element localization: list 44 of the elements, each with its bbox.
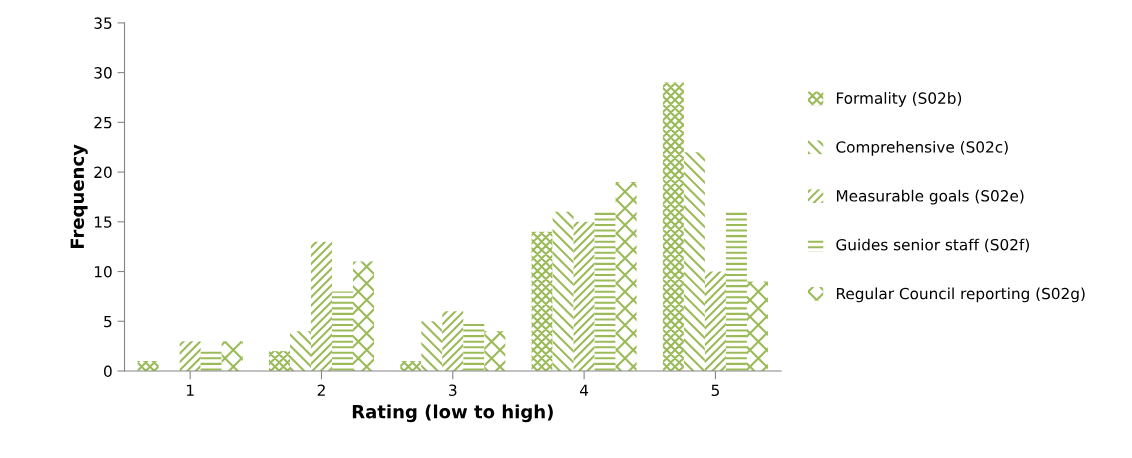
bar	[331, 291, 353, 371]
y-tick-label: 10	[94, 265, 112, 278]
bar	[615, 182, 637, 371]
y-tick-label: 15	[94, 216, 112, 228]
y-tick-label: 0	[104, 365, 112, 377]
y-tick-label: 20	[94, 166, 112, 179]
bar	[310, 241, 332, 371]
bar	[400, 361, 422, 371]
bar	[683, 152, 705, 371]
bar	[353, 261, 375, 371]
bar	[463, 321, 485, 371]
legend-label: Comprehensive (S02c)	[836, 140, 1008, 156]
bar	[531, 231, 553, 371]
bar	[552, 211, 574, 371]
legend-label: Measurable goals (S02e)	[836, 189, 1024, 205]
bar	[421, 321, 443, 371]
x-axis-title: Rating (low to high)	[352, 404, 553, 423]
bar	[704, 271, 726, 371]
legend-label: Guides senior staff (S02f)	[836, 238, 1029, 253]
bar	[221, 341, 243, 371]
x-tick-label: 5	[711, 384, 719, 396]
x-tick-label: 3	[449, 384, 457, 396]
bar	[200, 351, 222, 371]
bar	[289, 331, 311, 371]
bar	[268, 351, 290, 371]
bar	[484, 331, 506, 371]
bar	[137, 361, 159, 371]
y-axis-title: Frequency	[70, 144, 88, 249]
bar	[442, 311, 464, 371]
bar	[179, 341, 201, 371]
legend-label: Formality (S02b)	[836, 92, 962, 107]
bar	[594, 211, 616, 371]
y-tick-label: 30	[94, 67, 112, 79]
bar	[573, 221, 595, 371]
legend-label: Regular Council reporting (S02g)	[836, 287, 1085, 303]
x-tick-label: 1	[186, 384, 194, 396]
x-tick-label: 2	[317, 384, 325, 396]
y-tick-label: 25	[94, 116, 112, 129]
bar	[662, 82, 684, 371]
x-tick-label: 4	[580, 384, 589, 396]
y-tick-label: 35	[94, 17, 112, 29]
y-tick-label: 5	[104, 315, 112, 328]
bar	[746, 281, 768, 371]
bar	[725, 211, 747, 371]
